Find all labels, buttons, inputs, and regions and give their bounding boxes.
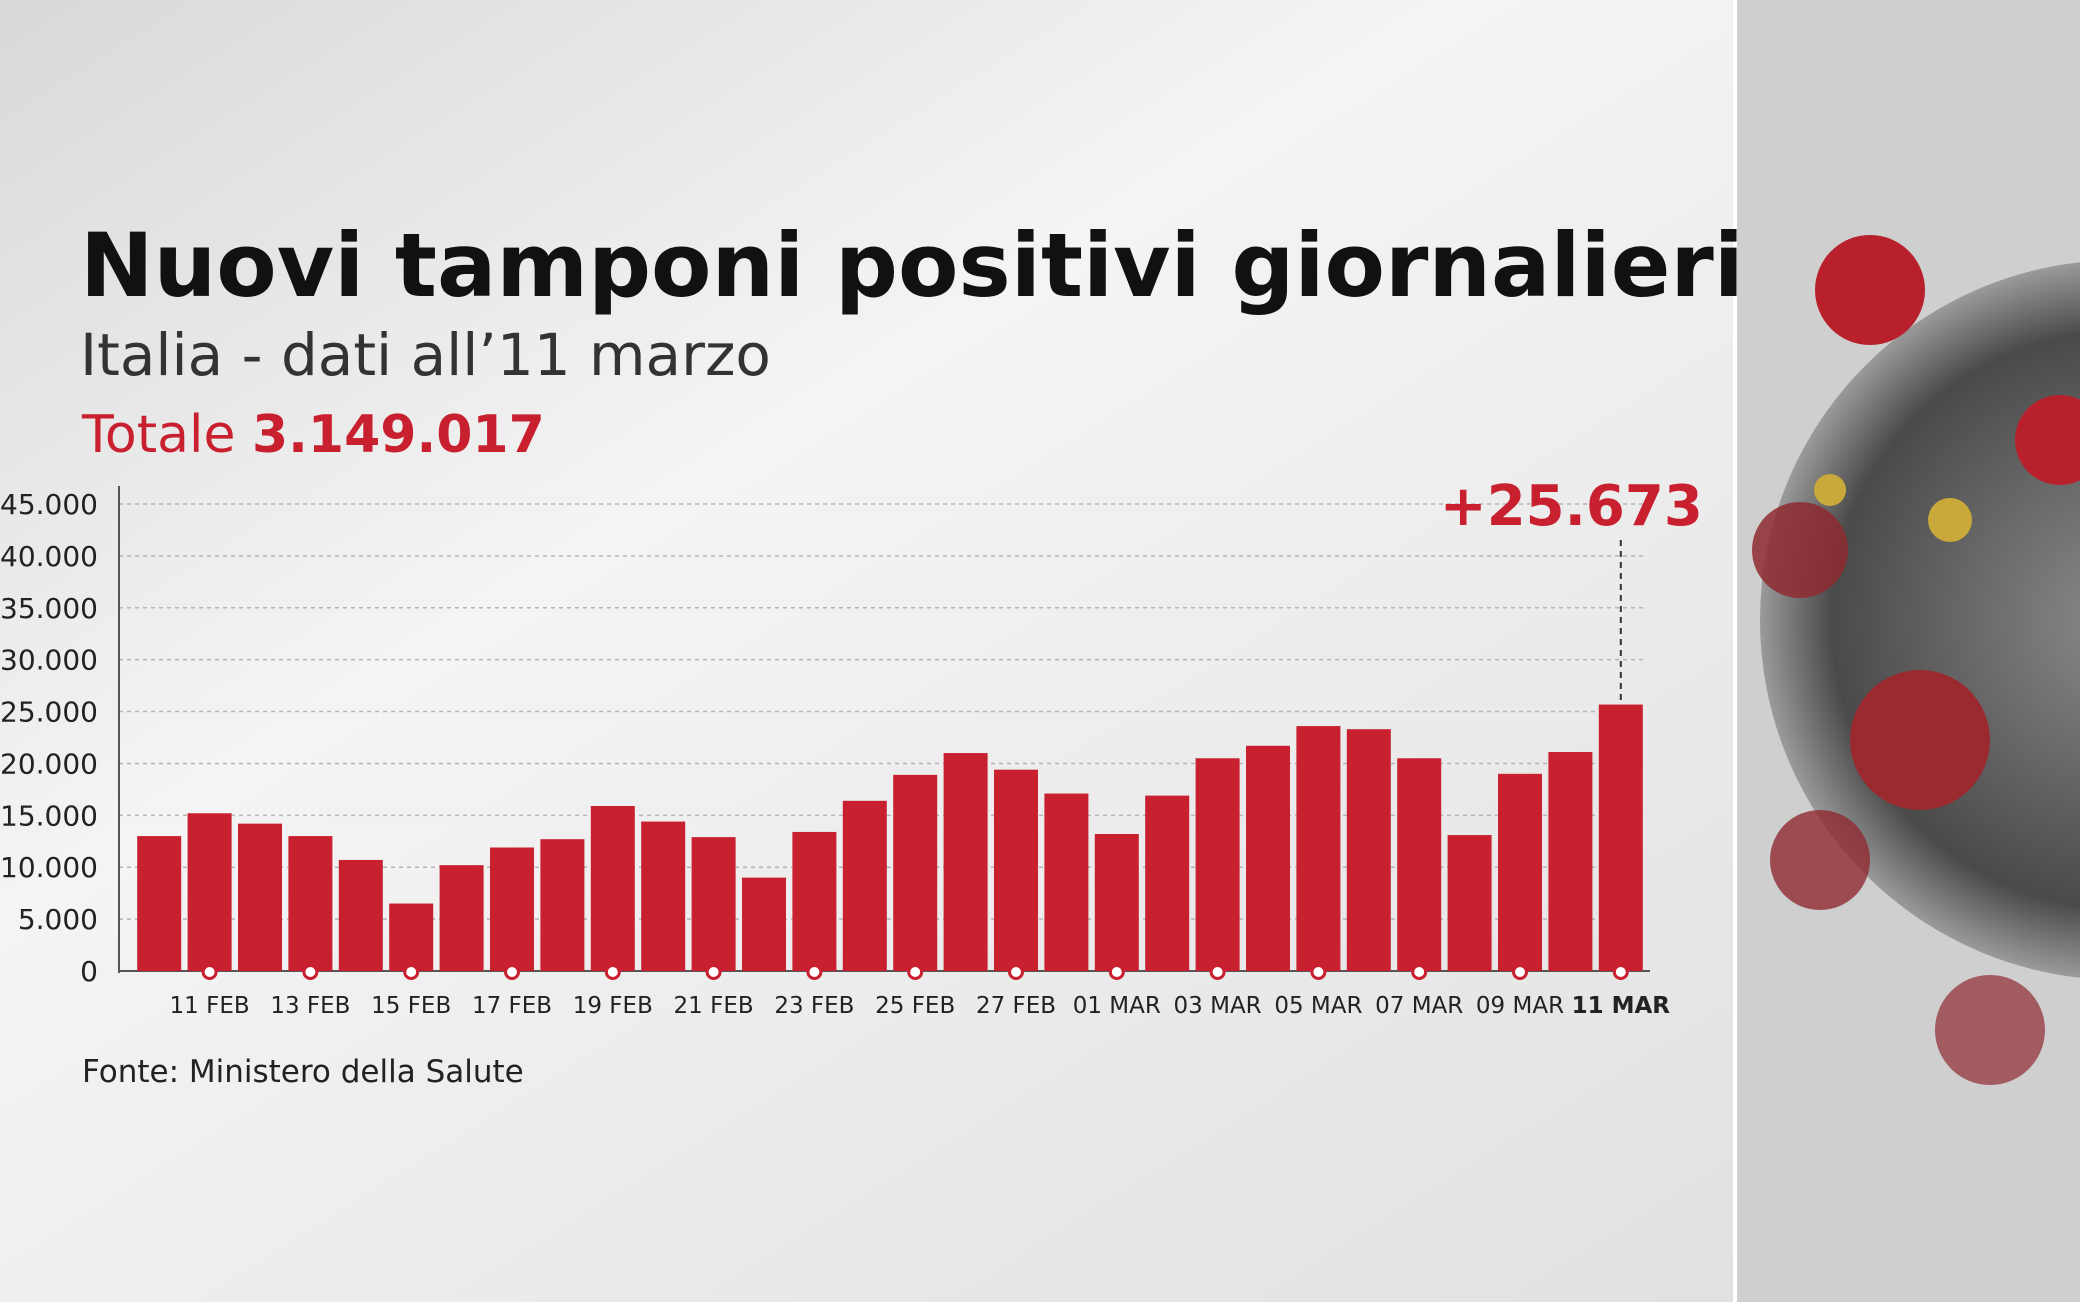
chart-subtitle: Italia - dati all’11 marzo [80,321,771,389]
bar [1296,726,1341,971]
y-tick-label: 25.000 [0,696,98,729]
bar [540,839,585,971]
x-tick-label: 03 MAR [1174,993,1262,1019]
bar [1044,793,1089,971]
x-tick-label: 07 MAR [1375,993,1463,1019]
tick-dot [1108,964,1125,980]
y-tick-label: 10.000 [0,851,98,884]
total-value: 3.149.017 [252,405,545,465]
bar [943,753,988,971]
bar [288,836,333,971]
y-tick-label: 0 [80,955,98,988]
x-tick-label: 13 FEB [270,993,350,1019]
x-tick-label: 05 MAR [1274,993,1362,1019]
tick-dot [806,964,823,980]
tick-dot [1612,964,1629,980]
bar [1397,758,1442,971]
tick-dot [1512,964,1528,980]
total-label: Totale [81,405,235,465]
x-tick-label: 11 FEB [170,993,250,1019]
tick-dot [1411,964,1428,980]
tick-dot [1310,964,1327,980]
y-tick-label: 15.000 [0,799,98,832]
y-tick-label: 30.000 [0,644,98,677]
bar [641,821,686,971]
tick-dot [403,964,420,980]
bar [893,774,938,971]
bar [439,865,484,971]
x-tick-label: 25 FEB [875,993,955,1019]
tick-dot [604,964,621,980]
virus-panel [1733,0,2080,1302]
x-tick-label: 19 FEB [573,993,653,1019]
source: Fonte: Ministero della Salute [82,1054,524,1090]
bar [1346,729,1391,971]
bar [1145,795,1190,971]
bar [389,903,434,971]
tick-dot [1209,964,1226,980]
x-tick-label: 11 MAR [1572,993,1671,1019]
chart-title: Nuovi tamponi positivi giornalieri [80,214,1744,317]
bar [842,800,887,971]
x-tick-label: 09 MAR [1476,993,1564,1019]
bar [742,877,786,971]
x-tick-label: 17 FEB [472,993,552,1019]
bar [338,859,383,971]
bar [1498,773,1542,971]
x-tick-label: 23 FEB [774,993,854,1019]
tick-dot [907,964,924,980]
x-tick-label: 21 FEB [674,993,754,1019]
bar [1447,835,1492,971]
x-tick-label: 27 FEB [976,993,1056,1019]
bar [1548,752,1593,971]
bar [1094,834,1139,971]
tick-dot [504,964,520,980]
tick-dot [1008,964,1024,980]
y-tick-label: 40.000 [0,540,98,573]
bar [1598,704,1643,971]
y-tick-label: 20.000 [0,747,98,780]
tick-dot [201,964,218,980]
total: Totale 3.149.017 [81,405,545,465]
tick-dot [302,964,319,980]
tick-dot [705,964,722,980]
y-tick-label: 35.000 [0,592,98,625]
bar [994,769,1038,971]
bar [792,831,837,971]
bar [137,836,182,971]
bar [490,847,534,971]
x-tick-label: 01 MAR [1073,993,1161,1019]
bar [238,823,282,971]
bar [590,805,635,971]
y-tick-label: 45.000 [0,488,98,521]
x-tick-label: 15 FEB [371,993,451,1019]
bar [1195,758,1240,971]
bar [691,837,736,971]
bar [1246,745,1290,971]
value-label: +25.673 [1440,474,1703,539]
y-tick-label: 5.000 [18,903,98,936]
bar [187,813,232,971]
